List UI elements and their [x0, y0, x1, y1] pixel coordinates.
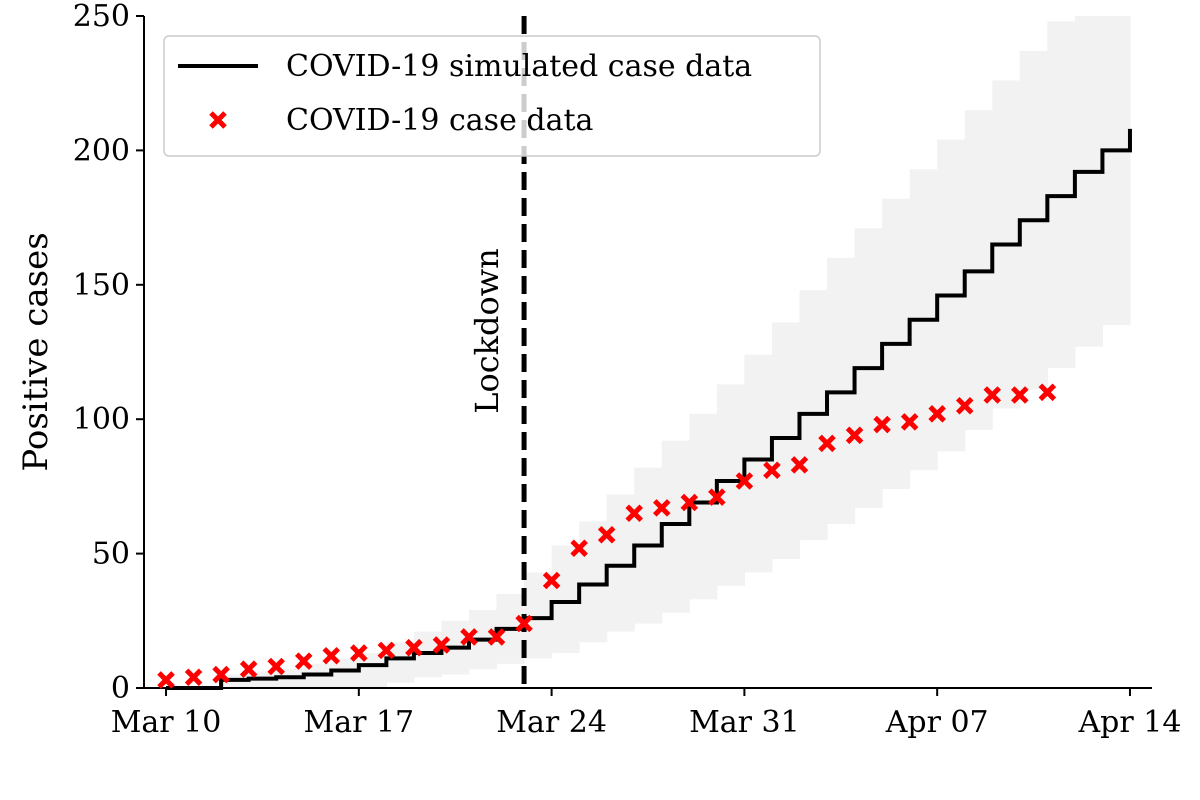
y-tick-label: 250 [73, 0, 130, 34]
case-data-point [790, 456, 809, 474]
legend-label-case-data: COVID-19 case data [286, 103, 594, 138]
case-data-point [1011, 386, 1029, 404]
case-data-point [294, 652, 313, 670]
y-axis-label: Positive cases [16, 232, 56, 471]
case-data-point [708, 488, 726, 506]
case-data-point [212, 665, 230, 684]
case-data-point [157, 671, 175, 689]
case-data-point [735, 472, 754, 490]
legend-x-marker-swatch [209, 111, 227, 129]
band-segment [661, 440, 690, 613]
y-ticks: 0 50 100 150 200 250 [73, 0, 144, 706]
simulated-series [166, 128, 1132, 690]
x-tick-label: Mar 31 [689, 705, 800, 740]
band-segment [771, 322, 801, 559]
y-tick-label: 0 [111, 671, 130, 706]
legend: COVID-19 simulated case data COVID-19 ca… [163, 35, 821, 157]
case-data-point [928, 405, 946, 423]
case-data-point [680, 493, 699, 512]
case-data-point [377, 641, 396, 660]
legend-label-simulated: COVID-19 simulated case data [286, 49, 752, 84]
case-data-point [460, 628, 478, 646]
case-data-point [845, 426, 864, 445]
y-tick-label: 50 [92, 537, 130, 572]
y-tick-label: 200 [73, 133, 130, 168]
lockdown-label: Lockdown [468, 248, 506, 414]
x-tick-label: Mar 24 [496, 705, 607, 740]
legend-box [163, 35, 821, 157]
simulated-step-line [166, 128, 1132, 690]
case-data-point [1038, 383, 1057, 402]
axes [143, 16, 1152, 689]
case-data-point [515, 614, 533, 633]
x-tick-label: Mar 10 [111, 705, 222, 740]
case-data-point [322, 646, 341, 665]
case-data-point [432, 636, 451, 654]
case-data-point [818, 434, 836, 453]
x-tick-label: Mar 17 [303, 705, 414, 740]
case-data-point [653, 499, 671, 517]
case-data-point [487, 628, 506, 646]
case-data-point [900, 413, 919, 431]
case-data-point [983, 386, 1002, 404]
case-data-point [873, 415, 891, 434]
band-segment [1074, 16, 1104, 347]
case-data-series [157, 383, 1057, 689]
case-data-point [570, 539, 588, 557]
x-ticks: Mar 10 Mar 17 Mar 24 Mar 31 Apr 07 Apr 14 [111, 688, 1182, 740]
case-data-point [597, 526, 616, 544]
case-data-point [405, 638, 423, 657]
case-data-point [267, 657, 285, 676]
case-data-point [763, 461, 781, 480]
x-tick-label: Apr 07 [885, 705, 989, 740]
case-data-point [955, 396, 974, 415]
case-data-point [350, 644, 368, 662]
case-data-point [542, 571, 561, 590]
case-data-point [184, 668, 203, 687]
x-tick-label: Apr 14 [1078, 705, 1182, 740]
y-tick-label: 100 [73, 402, 130, 437]
band-segment [551, 545, 580, 654]
case-data-point [625, 504, 643, 523]
case-data-point [239, 660, 258, 678]
band-segment [1102, 16, 1131, 326]
y-tick-label: 150 [73, 268, 130, 303]
